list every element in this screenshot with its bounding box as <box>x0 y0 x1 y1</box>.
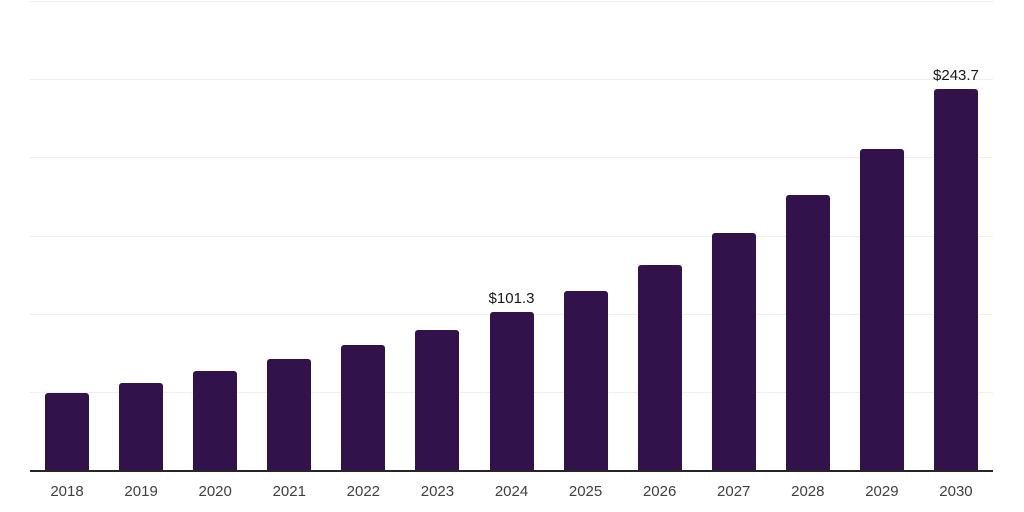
x-tick-label-2027: 2027 <box>717 483 751 500</box>
value-label-2030: $243.7 <box>933 67 979 85</box>
x-tick-label-2030: 2030 <box>939 483 973 500</box>
bar-2023 <box>415 330 460 470</box>
gridline-250 <box>30 79 993 81</box>
bar-2030 <box>933 89 978 470</box>
bar-2025 <box>563 290 608 470</box>
bar-2019 <box>119 382 164 470</box>
x-tick-label-2019: 2019 <box>124 483 158 500</box>
bar-2024 <box>489 311 534 470</box>
x-tick-label-2020: 2020 <box>198 483 232 500</box>
x-tick-label-2023: 2023 <box>420 483 455 500</box>
x-tick-label-2024: 2024 <box>494 483 529 500</box>
gridline-150 <box>30 235 993 237</box>
value-label-2024: $101.3 <box>488 289 535 307</box>
x-tick-label-2026: 2026 <box>642 483 677 500</box>
bar-2028 <box>785 195 830 470</box>
x-tick-label-2022: 2022 <box>346 483 381 500</box>
bar-2021 <box>267 359 312 470</box>
bar-2029 <box>859 148 904 470</box>
x-tick-label-2025: 2025 <box>568 483 603 500</box>
x-tick-label-2029: 2029 <box>865 483 899 500</box>
gridline-200 <box>30 157 993 159</box>
bar-2022 <box>341 345 386 470</box>
bar-2027 <box>711 232 756 470</box>
x-tick-label-2018: 2018 <box>50 483 84 500</box>
gridline-300 <box>30 1 993 2</box>
x-tick-label-2028: 2028 <box>791 483 825 500</box>
x-tick-label-2021: 2021 <box>272 483 306 500</box>
bar-2020 <box>193 371 238 470</box>
bar-2026 <box>637 264 682 470</box>
bar-2018 <box>45 392 90 470</box>
plot-area: $101.3 $243.7 <box>30 1 993 472</box>
